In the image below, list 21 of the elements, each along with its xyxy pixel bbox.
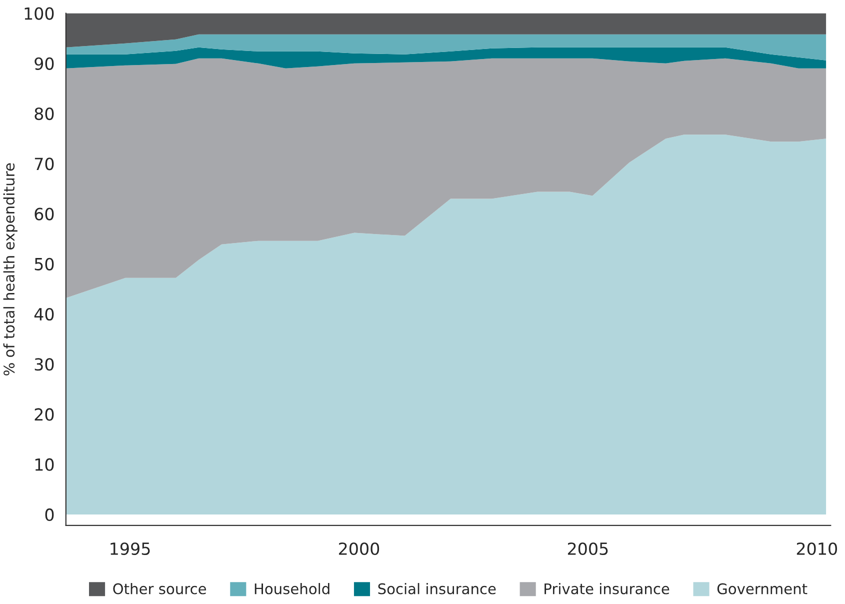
y-tick-label: 60 — [34, 208, 54, 220]
y-tick-label: 70 — [34, 158, 54, 170]
legend-label: Government — [717, 583, 808, 594]
y-tick-label: 20 — [34, 408, 54, 421]
legend-label: Social insurance — [378, 583, 496, 594]
y-axis-title: % of total health expenditure — [3, 163, 18, 376]
y-tick-label: 10 — [35, 458, 54, 471]
y-tick-label: 90 — [34, 57, 54, 70]
x-tick-label: 1995 — [110, 542, 150, 556]
y-tick-label: 80 — [34, 107, 54, 120]
y-tick-label: 30 — [34, 358, 54, 371]
x-tick-label: 2005 — [568, 542, 608, 556]
x-tick-label: 2010 — [796, 542, 837, 556]
x-tick-label: 2000 — [338, 542, 380, 556]
legend-label: Private insurance — [544, 583, 670, 594]
y-tick-label: 100 — [24, 7, 54, 20]
legend-label: Other source — [113, 583, 206, 594]
y-tick-label: 0 — [45, 508, 54, 522]
y-tick-label: 40 — [34, 308, 54, 321]
y-tick-label: 50 — [34, 258, 54, 270]
legend-label: Household — [254, 583, 330, 594]
